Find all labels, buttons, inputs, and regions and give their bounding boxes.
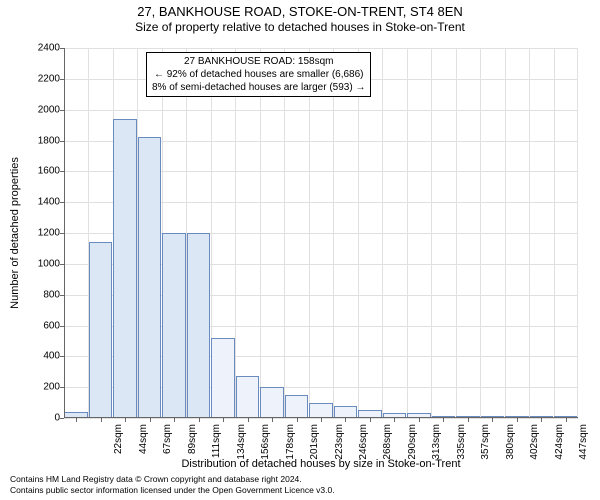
x-tick-mark — [223, 418, 224, 422]
gridline-v — [333, 48, 334, 418]
x-tick-mark — [248, 418, 249, 422]
gridline-v — [431, 48, 432, 418]
y-tick-label: 1600 — [28, 166, 60, 177]
gridline-v — [309, 48, 310, 418]
gridline-v — [480, 48, 481, 418]
x-tick-mark — [468, 418, 469, 422]
histogram-bar — [187, 233, 210, 418]
chart-container: 27, BANKHOUSE ROAD, STOKE-ON-TRENT, ST4 … — [0, 0, 600, 500]
x-tick-mark — [345, 418, 346, 422]
x-tick-mark — [517, 418, 518, 422]
histogram-bar — [236, 376, 259, 418]
gridline-v — [260, 48, 261, 418]
y-tick-label: 1200 — [28, 228, 60, 239]
gridline-v — [358, 48, 359, 418]
histogram-bar — [211, 338, 234, 418]
y-tick-label: 200 — [28, 382, 60, 393]
callout-line-1: 27 BANKHOUSE ROAD: 158sqm — [152, 55, 365, 68]
y-tick-label: 2000 — [28, 104, 60, 115]
plot-area: 0200400600800100012001400160018002000220… — [64, 48, 578, 418]
x-tick-mark — [125, 418, 126, 422]
y-tick-label: 1400 — [28, 197, 60, 208]
gridline-v — [577, 48, 578, 418]
gridline-v — [456, 48, 457, 418]
x-tick-mark — [419, 418, 420, 422]
y-axis-label-wrap: Number of detached properties — [8, 48, 22, 418]
plot: 0200400600800100012001400160018002000220… — [64, 48, 578, 418]
y-axis-line — [64, 48, 65, 418]
histogram-bar — [113, 119, 136, 418]
footer-credit: Contains HM Land Registry data © Crown c… — [10, 474, 335, 496]
x-tick-mark — [199, 418, 200, 422]
y-tick-label: 800 — [28, 289, 60, 300]
x-tick-mark — [150, 418, 151, 422]
x-tick-mark — [566, 418, 567, 422]
x-tick-mark — [394, 418, 395, 422]
histogram-bar — [309, 403, 332, 418]
gridline-v — [284, 48, 285, 418]
y-tick-label: 600 — [28, 320, 60, 331]
y-tick-label: 0 — [28, 413, 60, 424]
x-tick-mark — [370, 418, 371, 422]
annotation-callout: 27 BANKHOUSE ROAD: 158sqm ← 92% of detac… — [146, 52, 371, 97]
x-tick-mark — [297, 418, 298, 422]
x-tick-mark — [492, 418, 493, 422]
callout-line-3: 8% of semi-detached houses are larger (5… — [152, 81, 365, 94]
x-tick-mark — [101, 418, 102, 422]
y-tick-mark — [60, 418, 64, 419]
x-axis-label: Distribution of detached houses by size … — [64, 458, 578, 470]
gridline-v — [529, 48, 530, 418]
gridline-h — [64, 48, 578, 49]
x-tick-mark — [76, 418, 77, 422]
gridline-v — [235, 48, 236, 418]
footer-line-2: Contains public sector information licen… — [10, 485, 335, 496]
chart-title: 27, BANKHOUSE ROAD, STOKE-ON-TRENT, ST4 … — [0, 4, 600, 20]
x-tick-label: 447sqm — [578, 424, 589, 464]
gridline-v — [505, 48, 506, 418]
histogram-bar — [89, 242, 112, 418]
chart-subtitle: Size of property relative to detached ho… — [0, 20, 600, 35]
x-tick-mark — [272, 418, 273, 422]
x-tick-mark — [321, 418, 322, 422]
y-axis-label: Number of detached properties — [9, 157, 21, 309]
x-tick-mark — [443, 418, 444, 422]
histogram-bar — [260, 387, 283, 418]
histogram-bar — [162, 233, 185, 418]
y-tick-label: 2200 — [28, 73, 60, 84]
footer-line-1: Contains HM Land Registry data © Crown c… — [10, 474, 335, 485]
y-tick-label: 2400 — [28, 43, 60, 54]
x-axis-line — [64, 417, 578, 418]
y-tick-label: 1000 — [28, 258, 60, 269]
y-tick-label: 1800 — [28, 135, 60, 146]
x-tick-mark — [541, 418, 542, 422]
histogram-bar — [285, 395, 308, 418]
gridline-v — [554, 48, 555, 418]
gridline-v — [382, 48, 383, 418]
y-tick-label: 400 — [28, 351, 60, 362]
gridline-h — [64, 110, 578, 111]
gridline-v — [407, 48, 408, 418]
x-tick-mark — [174, 418, 175, 422]
histogram-bar — [138, 137, 161, 418]
callout-line-2: ← 92% of detached houses are smaller (6,… — [152, 68, 365, 81]
